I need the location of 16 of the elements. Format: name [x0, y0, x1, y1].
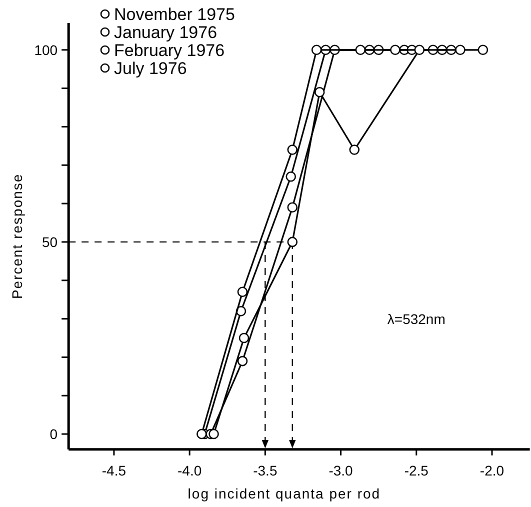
legend-label: January 1976: [114, 22, 218, 42]
legend-label: February 1976: [114, 40, 225, 60]
x-axis-title: log incident quanta per rod: [188, 485, 381, 502]
x-tick-label: -3.0: [328, 462, 354, 478]
x-tick-label: -3.5: [253, 462, 278, 478]
legend-label: July 1976: [114, 58, 187, 78]
y-tick-label: 100: [34, 42, 58, 58]
x-tick-label: -4.5: [102, 462, 126, 478]
annotation: λ=532nm: [387, 310, 446, 327]
x-tick-label: -2.0: [480, 462, 504, 478]
legend-label: November 1975: [114, 4, 235, 24]
y-tick-label: 0: [50, 426, 58, 442]
y-axis-title: Percent response: [9, 173, 25, 300]
x-tick-label: -4.0: [178, 462, 202, 478]
y-tick-label: 50: [42, 234, 58, 250]
x-tick-label: -2.5: [404, 462, 429, 478]
